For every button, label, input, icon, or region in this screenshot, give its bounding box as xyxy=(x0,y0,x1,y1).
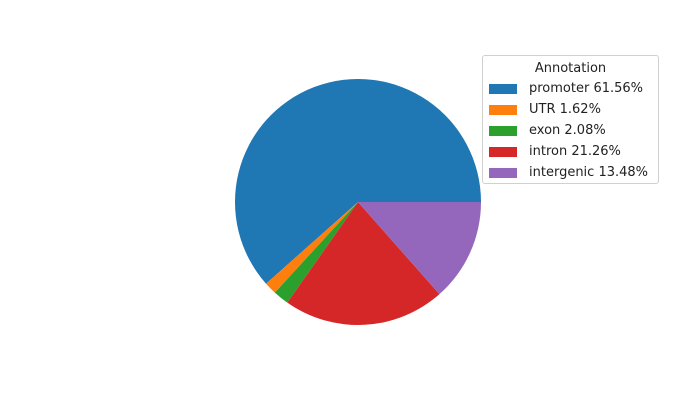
legend-item-UTR: UTR 1.62% xyxy=(483,99,658,120)
pie-slice-intergenic xyxy=(358,202,481,295)
legend-label: intron 21.26% xyxy=(529,144,621,159)
pie-slice-UTR xyxy=(266,202,358,293)
legend-label: intergenic 13.48% xyxy=(529,165,649,180)
legend-title: Annotation xyxy=(534,61,607,76)
legend-swatch xyxy=(489,104,517,115)
pie-slice-promoter xyxy=(235,78,482,284)
legend-item-promoter: promoter 61.56% xyxy=(483,78,658,99)
legend-label: UTR 1.62% xyxy=(529,102,601,117)
legend: Annotation promoter 61.56% UTR 1.62% exon … xyxy=(482,55,659,184)
legend-item-intron: intron 21.26% xyxy=(483,141,658,162)
legend-swatch xyxy=(489,83,517,94)
legend-label: promoter 61.56% xyxy=(529,81,644,96)
legend-swatch xyxy=(489,167,517,178)
legend-item-intergenic: intergenic 13.48% xyxy=(483,162,658,183)
legend-label: exon 2.08% xyxy=(529,123,606,138)
pie-slice-exon xyxy=(274,202,358,303)
legend-swatch xyxy=(489,125,517,136)
pie-slice-intron xyxy=(287,202,440,325)
legend-item-exon: exon 2.08% xyxy=(483,120,658,141)
legend-swatch xyxy=(489,146,517,157)
